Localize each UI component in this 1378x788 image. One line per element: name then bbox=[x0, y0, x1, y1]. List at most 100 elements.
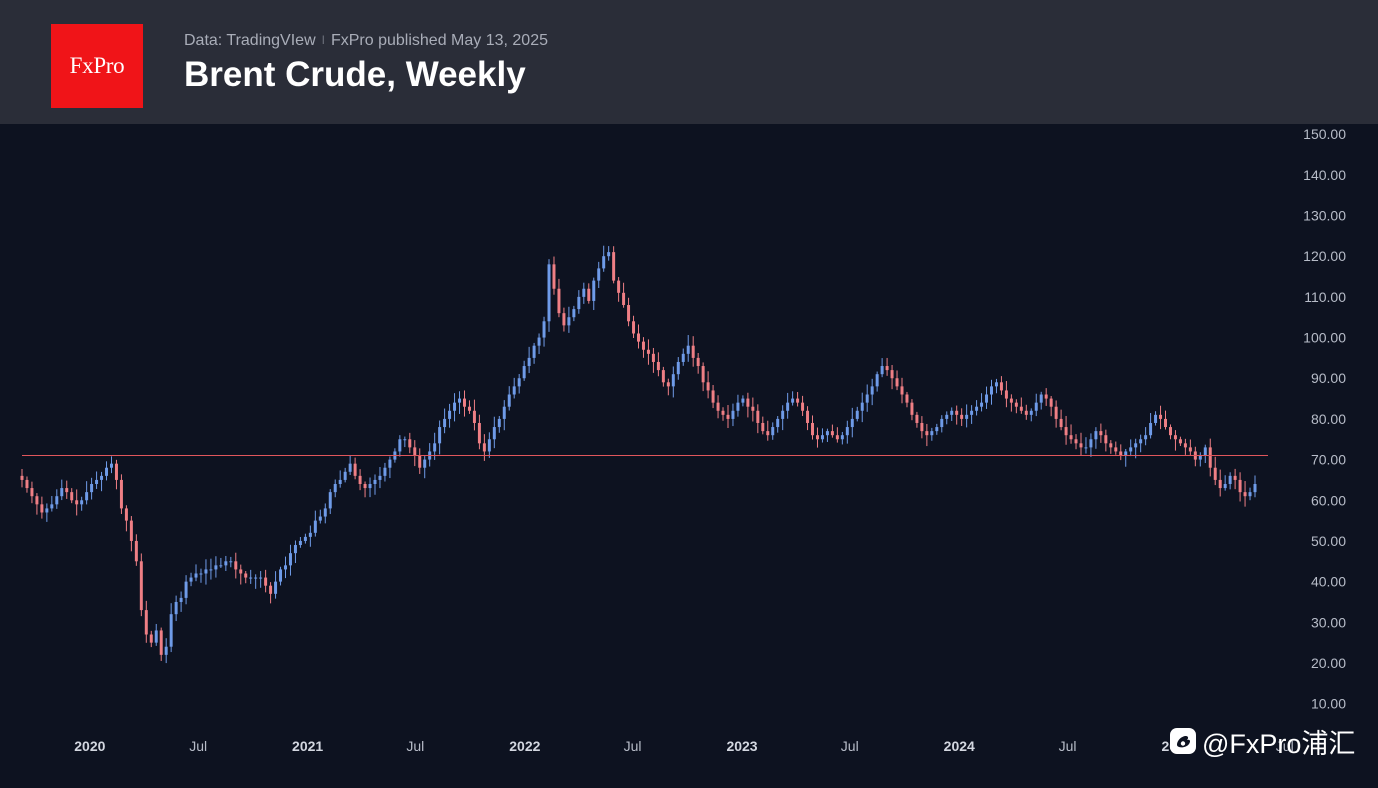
candle-body bbox=[110, 463, 113, 468]
candle bbox=[820, 428, 824, 443]
candle-body bbox=[114, 463, 118, 480]
candle-body bbox=[1243, 492, 1247, 497]
candle bbox=[60, 479, 64, 501]
candle-body bbox=[915, 414, 919, 423]
candle bbox=[388, 456, 392, 479]
subtitle-separator: I bbox=[321, 33, 325, 47]
candle bbox=[1223, 475, 1227, 491]
brand-logo-text: FxPro bbox=[69, 53, 125, 78]
candle bbox=[288, 544, 292, 576]
candle-body bbox=[164, 646, 168, 655]
candle bbox=[264, 569, 268, 593]
candle bbox=[1139, 434, 1143, 453]
candle-body bbox=[423, 459, 427, 468]
candle-body bbox=[149, 634, 153, 643]
candle-body bbox=[736, 402, 740, 411]
candle-body bbox=[45, 508, 49, 513]
candle-body bbox=[1059, 418, 1063, 428]
candle bbox=[413, 440, 417, 467]
candle-body bbox=[920, 422, 924, 432]
candle-body bbox=[100, 475, 104, 480]
candle bbox=[567, 306, 571, 333]
candle bbox=[607, 246, 611, 261]
candle bbox=[35, 493, 39, 515]
candle bbox=[189, 572, 193, 587]
candle bbox=[671, 366, 675, 398]
x-tick-label: 2022 bbox=[509, 738, 540, 754]
candle bbox=[338, 470, 342, 488]
candle bbox=[1173, 430, 1177, 451]
candle bbox=[30, 481, 34, 504]
candle bbox=[249, 569, 253, 584]
candle-body bbox=[875, 374, 879, 387]
candle-body bbox=[199, 573, 203, 575]
candle bbox=[547, 259, 551, 332]
candle bbox=[1183, 438, 1187, 455]
candle-body bbox=[1014, 402, 1018, 407]
candle bbox=[825, 428, 829, 442]
candle-body bbox=[318, 516, 322, 521]
candle-body bbox=[607, 252, 611, 257]
candle-body bbox=[806, 410, 810, 423]
candle bbox=[1243, 481, 1247, 507]
candle-body bbox=[70, 492, 74, 501]
candle bbox=[895, 370, 899, 391]
candle bbox=[666, 378, 670, 396]
data-source: Data: TradingVIew bbox=[184, 32, 316, 49]
candle bbox=[1248, 487, 1252, 501]
candle-body bbox=[383, 467, 387, 476]
candle bbox=[1114, 441, 1118, 455]
candle-body bbox=[30, 488, 34, 497]
candle-body bbox=[174, 601, 178, 615]
candle-body bbox=[139, 561, 143, 611]
candle bbox=[343, 467, 347, 483]
candle-body bbox=[438, 427, 442, 444]
candle-body bbox=[209, 569, 213, 571]
candle-body bbox=[706, 382, 710, 391]
candle-body bbox=[681, 353, 685, 362]
candle bbox=[761, 416, 765, 435]
candle-body bbox=[224, 561, 228, 566]
candle-body bbox=[124, 508, 128, 521]
candle-body bbox=[20, 475, 24, 480]
candle-body bbox=[825, 431, 829, 436]
candle bbox=[577, 290, 581, 314]
candle bbox=[333, 479, 337, 498]
candle-body bbox=[880, 366, 884, 375]
candle bbox=[164, 638, 168, 664]
candle-body bbox=[637, 333, 640, 342]
candle bbox=[353, 457, 357, 480]
candle bbox=[80, 496, 84, 511]
candle-body bbox=[259, 577, 263, 579]
candle-body bbox=[219, 565, 223, 567]
candle-body bbox=[144, 610, 148, 635]
candle bbox=[95, 471, 99, 489]
candle-body bbox=[641, 341, 645, 350]
candle-body bbox=[1198, 455, 1202, 460]
candle bbox=[303, 533, 307, 544]
candle-body bbox=[557, 288, 561, 314]
candle-body bbox=[930, 431, 934, 436]
candle-body bbox=[1208, 447, 1212, 468]
candle-body bbox=[572, 309, 576, 318]
candle-body bbox=[940, 418, 944, 428]
candle-body bbox=[716, 402, 720, 411]
candle bbox=[1253, 475, 1257, 498]
candle-body bbox=[1084, 447, 1088, 449]
candle bbox=[994, 378, 998, 394]
candle bbox=[1094, 427, 1098, 449]
y-tick-label: 80.00 bbox=[1311, 411, 1346, 427]
candle-body bbox=[661, 370, 665, 383]
candle bbox=[622, 282, 626, 308]
candle bbox=[139, 553, 143, 617]
candle bbox=[641, 337, 645, 358]
candle bbox=[741, 395, 745, 407]
candle-body bbox=[746, 398, 750, 407]
candle bbox=[1124, 448, 1128, 467]
candle bbox=[482, 434, 486, 461]
candle-body bbox=[1074, 439, 1078, 444]
candle bbox=[855, 406, 859, 422]
candle bbox=[144, 600, 148, 643]
candle bbox=[1149, 413, 1153, 439]
candle-body bbox=[378, 475, 382, 480]
